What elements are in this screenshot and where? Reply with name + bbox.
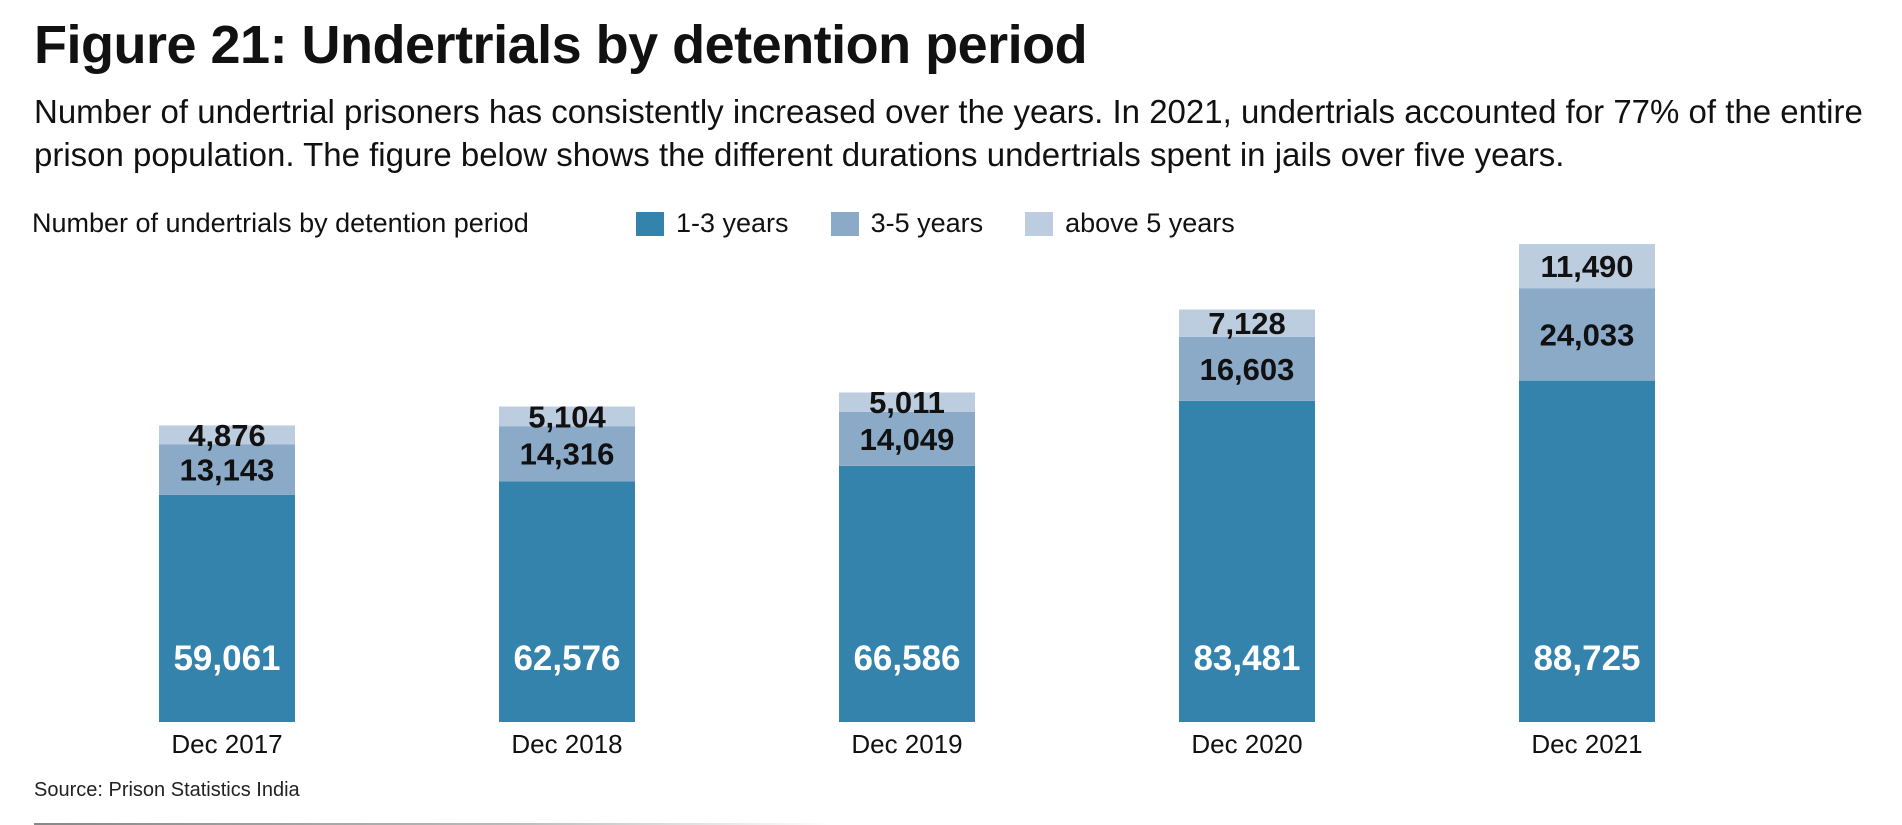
data-label-3-5-years-dec-2021: 24,033: [1540, 317, 1635, 352]
data-label-3-5-years-dec-2017: 13,143: [180, 452, 275, 487]
data-label-1-3-years-dec-2018: 62,576: [513, 639, 620, 678]
data-label-3-5-years-dec-2020: 16,603: [1200, 352, 1295, 387]
bar-above-5-years-dec-2021: [1519, 243, 1655, 289]
bar-above-5-years-dec-2018: [499, 406, 635, 427]
bar-3-5-years-dec-2017: [159, 444, 295, 495]
x-tick-label-dec-2018: Dec 2018: [511, 729, 622, 759]
legend: 1-3 years 3-5 years above 5 years: [636, 208, 1277, 239]
bar-3-5-years-dec-2019: [839, 411, 975, 466]
bar-1-3-years-dec-2018: [499, 481, 635, 722]
data-label-3-5-years-dec-2019: 14,049: [860, 422, 955, 457]
data-label-above-5-years-dec-2021: 11,490: [1540, 249, 1633, 284]
legend-swatch-1-3-years: [636, 211, 664, 236]
bar-1-3-years-dec-2017: [159, 494, 295, 722]
data-label-above-5-years-dec-2020: 7,128: [1208, 306, 1286, 341]
chart-label: Number of undertrials by detention perio…: [32, 208, 529, 238]
legend-item-3-5-years: 3-5 years: [830, 208, 984, 239]
data-label-above-5-years-dec-2017: 4,876: [188, 418, 266, 453]
legend-swatch-3-5-years: [830, 211, 859, 236]
bar-3-5-years-dec-2020: [1179, 336, 1315, 401]
bar-above-5-years-dec-2020: [1179, 309, 1315, 337]
bar-above-5-years-dec-2017: [159, 425, 295, 445]
chart-title: Figure 21: Undertrials by detention peri…: [34, 15, 1088, 75]
legend-label-1-3-years: 1-3 years: [676, 208, 789, 238]
legend-swatch-above-5-years: [1025, 211, 1054, 236]
data-label-1-3-years-dec-2020: 83,481: [1193, 639, 1300, 678]
bar-3-5-years-dec-2021: [1519, 288, 1655, 381]
bar-1-3-years-dec-2019: [839, 465, 975, 722]
legend-item-above-5-years: above 5 years: [1025, 208, 1235, 239]
data-label-above-5-years-dec-2019: 5,011: [869, 385, 945, 420]
bar-3-5-years-dec-2018: [499, 426, 635, 482]
data-label-1-3-years-dec-2021: 88,725: [1533, 639, 1640, 678]
legend-item-1-3-years: 1-3 years: [636, 208, 789, 239]
data-label-3-5-years-dec-2018: 14,316: [520, 437, 615, 472]
chart-subtitle: Number of undertrial prisoners has consi…: [34, 93, 1863, 173]
bar-above-5-years-dec-2019: [839, 392, 975, 412]
legend-label-above-5-years: above 5 years: [1065, 208, 1235, 238]
x-tick-label-dec-2017: Dec 2017: [171, 729, 282, 759]
x-tick-label-dec-2019: Dec 2019: [851, 729, 962, 759]
data-label-above-5-years-dec-2018: 5,104: [528, 399, 606, 434]
data-label-1-3-years-dec-2019: 66,586: [853, 639, 960, 678]
legend-label-3-5-years: 3-5 years: [870, 208, 984, 238]
x-tick-label-dec-2021: Dec 2021: [1531, 729, 1642, 759]
source-note: Source: Prison Statistics India: [34, 779, 300, 801]
bar-1-3-years-dec-2021: [1519, 380, 1655, 722]
data-label-1-3-years-dec-2017: 59,061: [173, 639, 280, 678]
bar-1-3-years-dec-2020: [1179, 400, 1315, 722]
x-tick-label-dec-2020: Dec 2020: [1191, 729, 1302, 759]
